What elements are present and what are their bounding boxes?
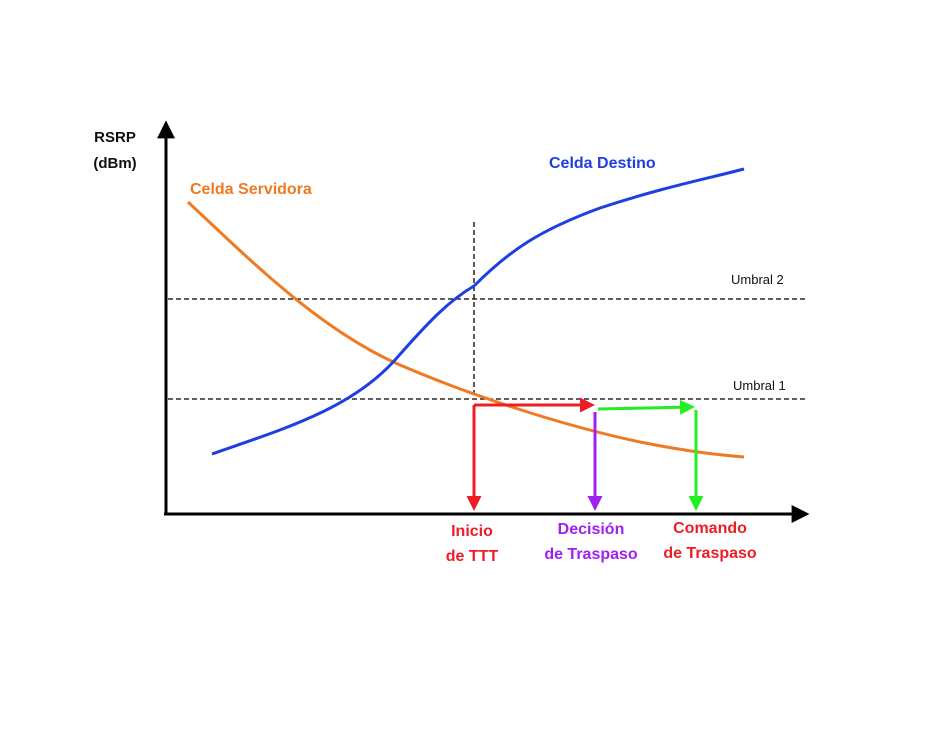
command-horizontal-arrow (597, 399, 695, 415)
umbral-1-label: Umbral 1 (733, 378, 786, 393)
y-axis-label-line2: (dBm) (93, 155, 136, 172)
decision-label-line1: Decisión (558, 521, 625, 538)
umbral-2-label: Umbral 2 (731, 272, 784, 287)
target-cell-label: Celda Destino (549, 155, 656, 172)
command-label-line2: de Traspaso (663, 545, 757, 562)
serving-cell-label: Celda Servidora (190, 181, 312, 198)
command-label-line1: Comando (673, 520, 747, 537)
ttt-start-label-line2: de TTT (446, 548, 499, 565)
decision-label-line2: de Traspaso (544, 546, 638, 563)
ttt-start-label-line1: Inicio (451, 523, 493, 540)
target-cell-curve (211, 167, 745, 456)
y-axis-label-line1: RSRP (94, 129, 136, 146)
serving-cell-curve (186, 200, 745, 459)
